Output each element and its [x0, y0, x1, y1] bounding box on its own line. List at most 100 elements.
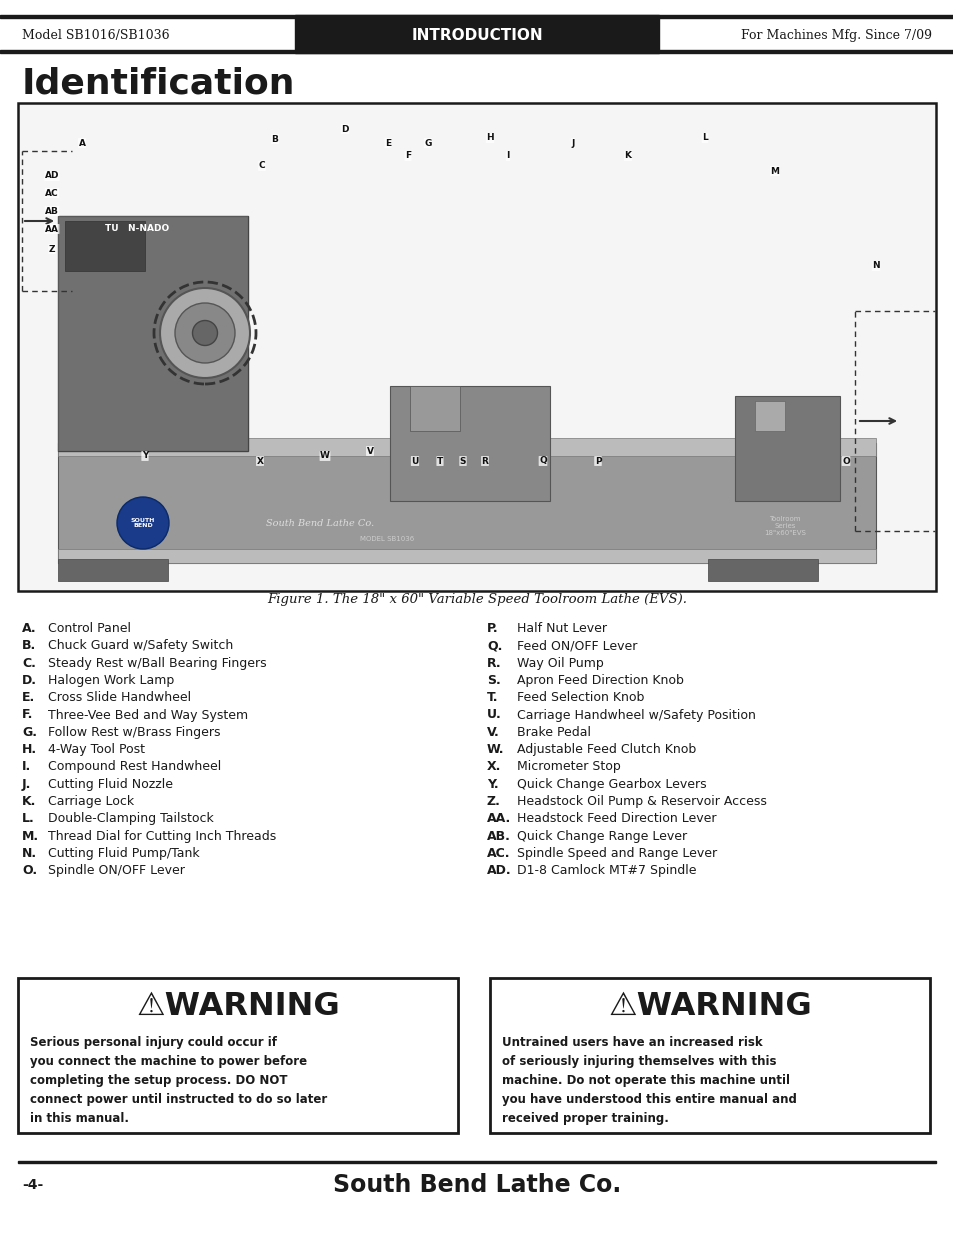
Text: South Bend Lathe Co.: South Bend Lathe Co. [333, 1173, 620, 1197]
Text: Carriage Handwheel w/Safety Position: Carriage Handwheel w/Safety Position [517, 709, 755, 721]
Text: X.: X. [486, 761, 501, 773]
Bar [0, 15, 953, 19]
Text: T.: T. [486, 692, 498, 704]
Text: V: V [366, 447, 374, 456]
Text: Half Nut Lever: Half Nut Lever [517, 622, 606, 635]
Text: AC: AC [45, 189, 59, 198]
Ellipse shape [193, 321, 217, 346]
Text: O.: O. [22, 864, 37, 877]
Bar [58, 216, 248, 451]
Text: A.: A. [22, 622, 36, 635]
Text: U.: U. [486, 709, 501, 721]
Text: L.: L. [22, 813, 34, 825]
Text: AA: AA [45, 225, 59, 233]
Text: H: H [486, 133, 494, 142]
Text: ⚠WARNING: ⚠WARNING [136, 990, 339, 1021]
Text: Steady Rest w/Ball Bearing Fingers: Steady Rest w/Ball Bearing Fingers [48, 657, 266, 669]
Text: Cutting Fluid Nozzle: Cutting Fluid Nozzle [48, 778, 172, 790]
Text: Apron Feed Direction Knob: Apron Feed Direction Knob [517, 674, 683, 687]
Text: C: C [258, 162, 265, 170]
Text: F: F [404, 152, 411, 161]
Text: 4-Way Tool Post: 4-Way Tool Post [48, 743, 145, 756]
Text: INTRODUCTION: INTRODUCTION [411, 27, 542, 42]
Text: P: P [594, 457, 600, 466]
Text: Headstock Feed Direction Lever: Headstock Feed Direction Lever [517, 813, 716, 825]
Text: M.: M. [22, 830, 39, 842]
Text: L: L [701, 133, 707, 142]
Text: Spindle ON/OFF Lever: Spindle ON/OFF Lever [48, 864, 185, 877]
Text: T: T [436, 457, 442, 466]
Text: W: W [319, 452, 330, 461]
Bar [410, 387, 459, 431]
Bar [58, 559, 168, 580]
Text: J.: J. [22, 778, 31, 790]
Text: H.: H. [22, 743, 37, 756]
Text: V.: V. [486, 726, 499, 739]
Text: W.: W. [486, 743, 504, 756]
Text: Y: Y [142, 452, 148, 461]
Bar [0, 49, 953, 53]
Bar [65, 221, 145, 270]
Text: M: M [770, 167, 779, 175]
Text: For Machines Mfg. Since 7/09: For Machines Mfg. Since 7/09 [740, 30, 931, 42]
Ellipse shape [117, 496, 169, 550]
Text: MODEL SB1036: MODEL SB1036 [359, 536, 414, 542]
Text: Thread Dial for Cutting Inch Threads: Thread Dial for Cutting Inch Threads [48, 830, 276, 842]
Ellipse shape [174, 303, 234, 363]
Text: G: G [424, 138, 432, 147]
Text: Q: Q [538, 457, 546, 466]
Bar [18, 1161, 935, 1163]
Text: Way Oil Pump: Way Oil Pump [517, 657, 603, 669]
Text: Chuck Guard w/Safety Switch: Chuck Guard w/Safety Switch [48, 640, 233, 652]
Text: D: D [341, 125, 349, 133]
Text: Untrained users have an increased risk
of seriously injuring themselves with thi: Untrained users have an increased risk o… [501, 1036, 796, 1125]
Text: Cutting Fluid Pump/Tank: Cutting Fluid Pump/Tank [48, 847, 199, 860]
Text: F.: F. [22, 709, 33, 721]
Text: Follow Rest w/Brass Fingers: Follow Rest w/Brass Fingers [48, 726, 220, 739]
Text: Y.: Y. [486, 778, 498, 790]
Text: R.: R. [486, 657, 501, 669]
Text: Double-Clamping Tailstock: Double-Clamping Tailstock [48, 813, 213, 825]
Bar [58, 438, 875, 456]
Text: SOUTH
BEND: SOUTH BEND [131, 517, 155, 529]
Text: I.: I. [22, 761, 31, 773]
Bar [707, 559, 817, 580]
Text: Brake Pedal: Brake Pedal [517, 726, 590, 739]
Text: -4-: -4- [22, 1178, 43, 1192]
Text: J: J [571, 138, 574, 147]
Text: P.: P. [486, 622, 498, 635]
Text: Halogen Work Lamp: Halogen Work Lamp [48, 674, 174, 687]
Text: Z: Z [49, 245, 55, 253]
Text: Identification: Identification [22, 65, 295, 100]
Bar [58, 550, 875, 563]
Text: D1-8 Camlock MT#7 Spindle: D1-8 Camlock MT#7 Spindle [517, 864, 696, 877]
Text: E: E [384, 138, 391, 147]
Text: K.: K. [22, 795, 36, 808]
Text: E.: E. [22, 692, 35, 704]
Text: Q.: Q. [486, 640, 502, 652]
Text: Quick Change Range Lever: Quick Change Range Lever [517, 830, 686, 842]
Bar [294, 15, 659, 53]
Text: AA.: AA. [486, 813, 511, 825]
Text: X: X [256, 457, 263, 466]
Text: Feed Selection Knob: Feed Selection Knob [517, 692, 643, 704]
Text: O: O [841, 457, 849, 466]
Text: Spindle Speed and Range Lever: Spindle Speed and Range Lever [517, 847, 717, 860]
Text: Control Panel: Control Panel [48, 622, 131, 635]
Text: AD.: AD. [486, 864, 511, 877]
Text: South Bend Lathe Co.: South Bend Lathe Co. [266, 519, 374, 529]
Text: C.: C. [22, 657, 36, 669]
Text: Figure 1. The 18" x 60" Variable Speed Toolroom Lathe (EVS).: Figure 1. The 18" x 60" Variable Speed T… [267, 594, 686, 606]
Text: Quick Change Gearbox Levers: Quick Change Gearbox Levers [517, 778, 706, 790]
Text: D.: D. [22, 674, 37, 687]
Text: B: B [272, 135, 278, 143]
Text: S.: S. [486, 674, 500, 687]
Bar [58, 443, 875, 563]
Bar [754, 401, 784, 431]
Text: Adjustable Feed Clutch Knob: Adjustable Feed Clutch Knob [517, 743, 696, 756]
Text: R: R [481, 457, 488, 466]
Text: Feed ON/OFF Lever: Feed ON/OFF Lever [517, 640, 637, 652]
Text: Z.: Z. [486, 795, 500, 808]
Text: TU   N-NADO: TU N-NADO [105, 224, 169, 233]
Text: Model SB1016/SB1036: Model SB1016/SB1036 [22, 30, 170, 42]
